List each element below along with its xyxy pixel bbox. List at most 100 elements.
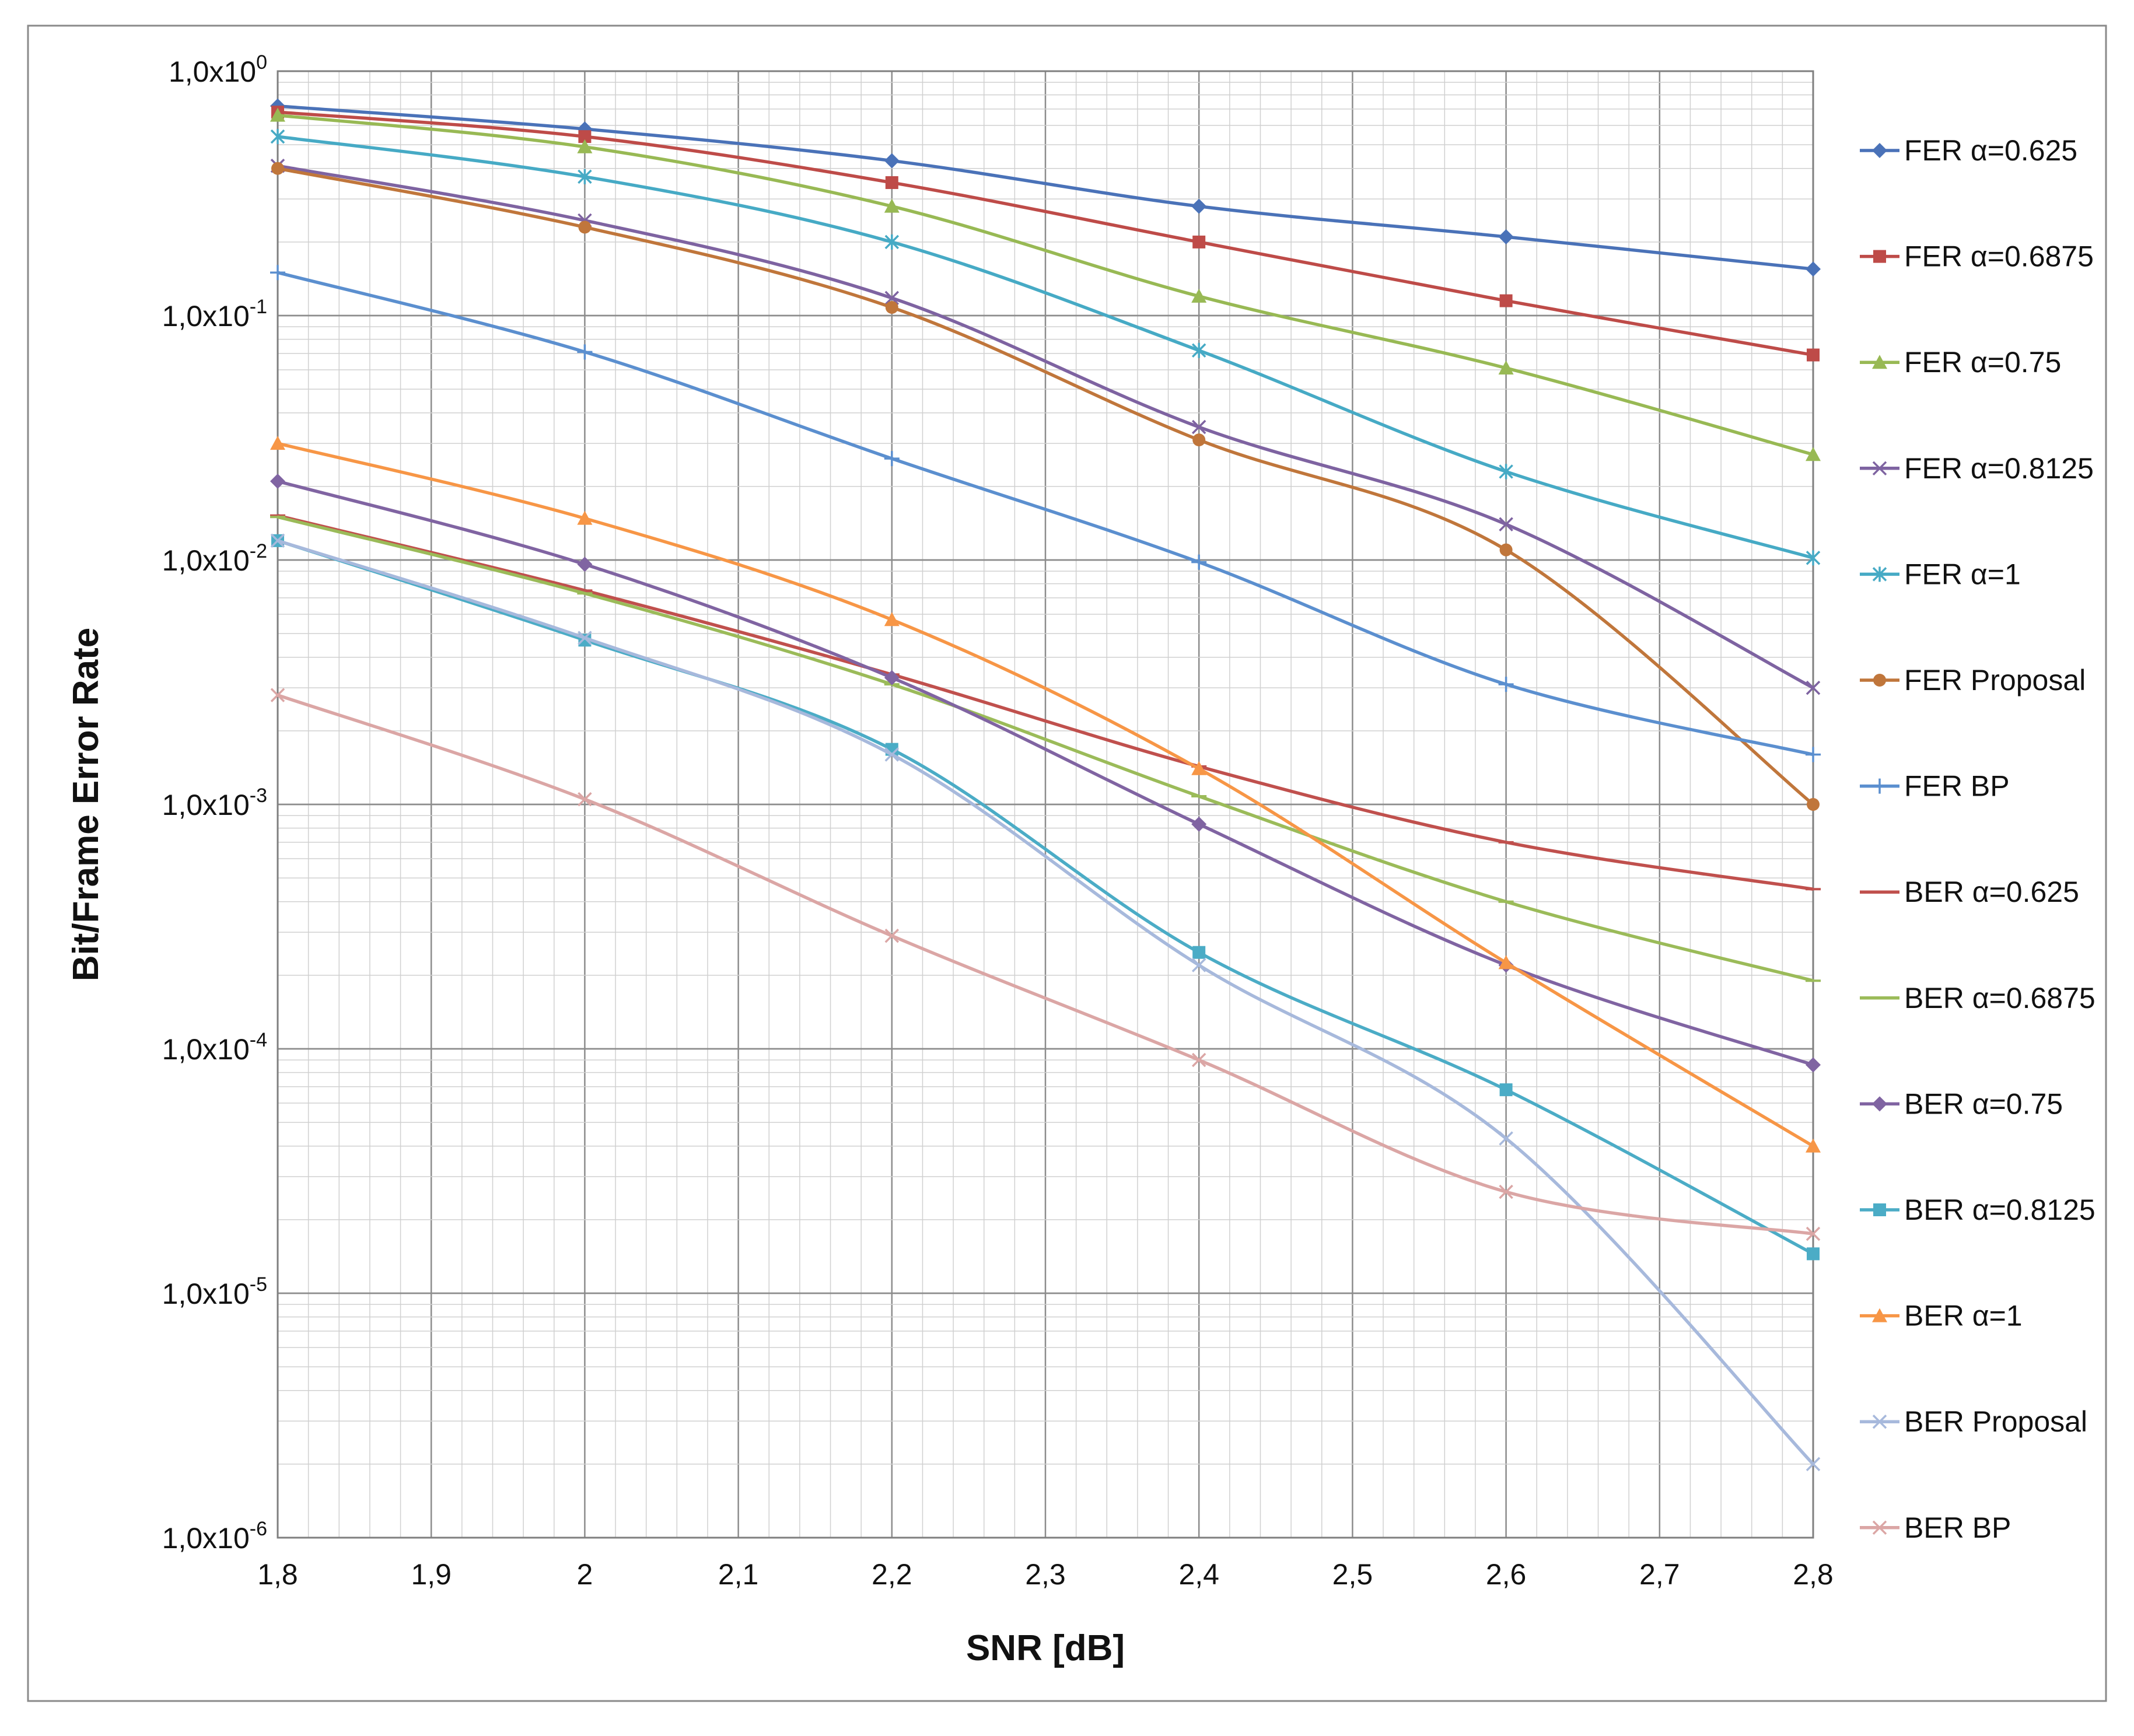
legend-marker: [1872, 1520, 1887, 1535]
legend-item: FER α=0.75: [1860, 346, 2061, 379]
x-tick-label: 2,8: [1793, 1558, 1834, 1591]
x-tick-label: 1,9: [411, 1558, 452, 1591]
data-point: [884, 234, 900, 250]
data-point: [1191, 958, 1206, 972]
legend-label: FER α=1: [1904, 558, 2021, 590]
data-point: [884, 612, 900, 626]
series-line: [277, 113, 1814, 456]
data-point: [1499, 543, 1513, 556]
legend-label: FER α=0.8125: [1904, 452, 2094, 485]
y-axis-label: Bit/Frame Error Rate: [66, 628, 106, 981]
legend-marker: [1872, 1308, 1887, 1322]
legend-item: FER α=0.625: [1860, 134, 2077, 167]
series-12: [270, 533, 1821, 1472]
series-line: [277, 135, 1814, 560]
legend-marker: [1872, 143, 1887, 158]
series-line: [277, 480, 1814, 1067]
y-tick-label: 1,0x100: [169, 51, 267, 88]
legend: FER α=0.625 FER α=0.6875 FER α=0.75 FER α=0…: [1860, 134, 2095, 1544]
data-point: [1191, 816, 1207, 832]
data-point: [1499, 1184, 1513, 1199]
data-point: [884, 198, 900, 213]
data-point: [1192, 946, 1206, 959]
y-tick-label: 1,0x10-4: [162, 1029, 267, 1066]
legend-item: FER α=0.8125: [1860, 452, 2094, 485]
series-13: [270, 688, 1821, 1241]
data-point: [1191, 554, 1207, 570]
data-point: [1191, 419, 1206, 435]
series-4: [270, 129, 1821, 566]
tick-labels: 1,8 1,9 2 2,1 2,2 2,3 2,4 2,5 2,6 2,7 2,8 1,0x100 1,…: [162, 51, 1834, 1591]
data-point: [1806, 447, 1821, 461]
legend-label: BER α=0.625: [1904, 876, 2079, 908]
legend-marker: [1872, 566, 1887, 582]
series-11: [270, 436, 1821, 1153]
x-tick-label: 2,6: [1486, 1558, 1527, 1591]
data-point: [270, 473, 285, 489]
data-point: [1806, 1226, 1821, 1241]
data-point: [1806, 1057, 1821, 1073]
legend-label: FER α=0.75: [1904, 346, 2061, 379]
series-layer: [270, 98, 1821, 1472]
data-point: [1192, 235, 1206, 249]
data-point: [884, 290, 900, 306]
y-tick-label: 1,0x10-1: [162, 296, 267, 332]
data-point: [1191, 761, 1207, 775]
legend-item: FER α=0.6875: [1860, 240, 2094, 273]
y-tick-label: 1,0x10-5: [162, 1273, 267, 1310]
data-point: [1499, 464, 1513, 480]
legend-marker: [1872, 461, 1887, 476]
data-point: [1499, 517, 1513, 532]
data-point: [1499, 294, 1513, 307]
series-line: [277, 514, 1814, 891]
data-point: [270, 129, 285, 145]
legend-item: FER BP: [1860, 770, 2010, 803]
series-line: [277, 515, 1814, 982]
legend-label: BER α=0.8125: [1904, 1194, 2095, 1226]
data-point: [1499, 1083, 1513, 1097]
legend-label: FER Proposal: [1904, 664, 2086, 696]
data-point: [270, 107, 285, 122]
x-tick-label: 2,7: [1639, 1558, 1680, 1591]
data-point: [1498, 360, 1514, 374]
legend-marker: [1872, 778, 1887, 794]
series-line: [277, 539, 1814, 1255]
legend-marker: [1873, 250, 1886, 263]
series-line: [277, 104, 1814, 271]
legend-label: FER α=0.6875: [1904, 240, 2094, 273]
data-point: [577, 556, 593, 572]
legend-item: BER α=0.6875: [1860, 982, 2095, 1014]
data-point: [1806, 680, 1821, 695]
legend-item: FER Proposal: [1860, 664, 2086, 696]
series-8: [270, 515, 1821, 982]
legend-label: BER α=0.6875: [1904, 982, 2095, 1014]
legend-item: FER α=1: [1860, 558, 2021, 590]
data-point: [577, 510, 593, 525]
legend-marker: [1872, 1096, 1887, 1112]
data-point: [1807, 348, 1820, 362]
data-point: [1806, 747, 1821, 762]
legend-label: BER α=1: [1904, 1300, 2023, 1332]
x-tick-label: 2,1: [718, 1558, 759, 1591]
x-tick-label: 2,5: [1332, 1558, 1373, 1591]
series-5: [271, 162, 1820, 811]
data-point: [578, 169, 592, 184]
data-point: [1498, 955, 1514, 970]
data-point: [884, 451, 900, 467]
legend-marker: [1872, 1414, 1887, 1429]
legend-item: BER Proposal: [1860, 1405, 2087, 1438]
data-point: [578, 220, 592, 234]
series-line: [277, 164, 1814, 690]
legend-item: BER α=0.8125: [1860, 1194, 2095, 1226]
data-point: [270, 688, 285, 702]
y-tick-label: 1,0x10-6: [162, 1518, 267, 1555]
series-2: [270, 107, 1821, 461]
legend-marker: [1873, 1203, 1886, 1216]
data-point: [1191, 198, 1207, 214]
data-point: [578, 631, 592, 645]
series-line: [277, 110, 1814, 357]
data-point: [1191, 342, 1206, 358]
x-axis-label: SNR [dB]: [966, 1628, 1125, 1668]
data-point: [884, 747, 900, 762]
